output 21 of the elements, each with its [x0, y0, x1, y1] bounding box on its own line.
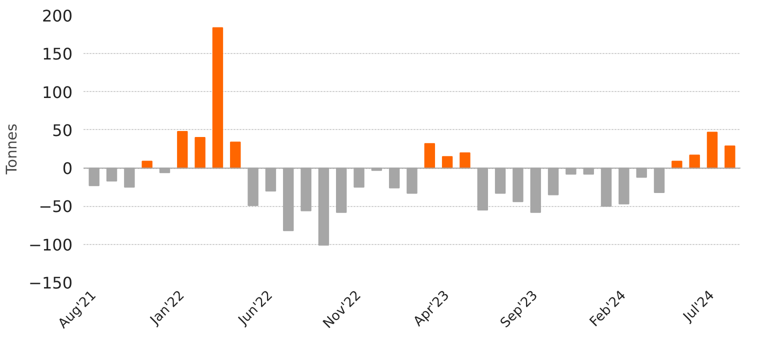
bar — [230, 142, 241, 169]
bar — [460, 152, 470, 169]
bar — [177, 130, 188, 169]
bar — [689, 154, 700, 169]
y-tick-label: 200 — [42, 6, 73, 26]
y-tick-label: −50 — [38, 197, 72, 216]
y-tick-label: 150 — [42, 44, 73, 64]
bar — [442, 156, 453, 169]
bar — [706, 132, 718, 169]
bar — [424, 143, 436, 169]
y-tick-label: 0 — [62, 159, 73, 178]
y-tick-label: −150 — [28, 274, 73, 292]
bar — [212, 27, 224, 169]
y-tick-label: −100 — [28, 235, 73, 254]
bar — [724, 145, 736, 169]
bar — [194, 137, 206, 169]
y-axis-title: Tonnes — [4, 124, 21, 176]
y-tick-label: 100 — [42, 82, 73, 102]
y-tick-label: 50 — [52, 120, 72, 140]
bar — [672, 160, 682, 169]
bar — [142, 160, 152, 169]
